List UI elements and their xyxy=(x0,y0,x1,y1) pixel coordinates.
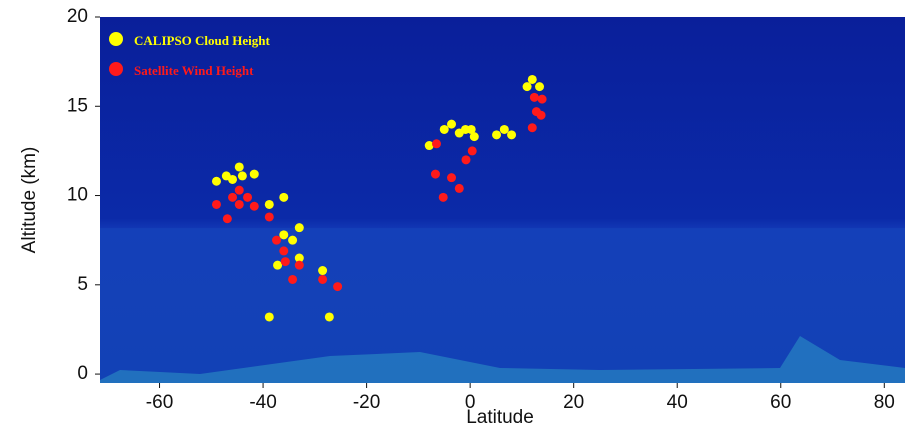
lower-layer xyxy=(100,228,905,383)
data-point xyxy=(467,146,477,156)
x-tick-label: -60 xyxy=(146,392,173,413)
data-point xyxy=(228,174,238,184)
data-point xyxy=(294,260,304,270)
x-tick-label: 0 xyxy=(465,392,476,413)
x-tick-label: -40 xyxy=(249,392,276,413)
x-tick-label: 20 xyxy=(563,392,584,413)
data-point xyxy=(273,260,283,270)
y-tick-label: 0 xyxy=(77,363,88,384)
legend-marker xyxy=(109,62,123,76)
data-point xyxy=(237,171,247,181)
data-point xyxy=(228,192,238,202)
data-point xyxy=(318,266,328,276)
data-point xyxy=(466,124,476,134)
data-point xyxy=(234,162,244,172)
y-tick-label: 5 xyxy=(77,274,88,295)
data-point xyxy=(529,92,539,102)
data-point xyxy=(499,124,509,134)
data-point xyxy=(288,235,298,245)
data-point xyxy=(454,183,464,193)
data-point xyxy=(249,169,259,179)
data-point xyxy=(492,130,502,140)
data-point xyxy=(234,185,244,195)
data-point xyxy=(447,173,457,183)
data-point xyxy=(264,199,274,209)
data-point xyxy=(527,74,537,84)
data-point xyxy=(279,246,289,256)
data-point xyxy=(243,192,253,202)
data-point xyxy=(280,257,290,267)
data-point xyxy=(211,199,221,209)
data-point xyxy=(430,169,440,179)
data-point xyxy=(234,199,244,209)
x-tick-label: 80 xyxy=(874,392,895,413)
legend-label: Satellite Wind Height xyxy=(134,63,254,78)
y-tick-label: 10 xyxy=(67,185,88,206)
data-point xyxy=(424,141,434,151)
surface-return xyxy=(100,336,905,383)
data-point xyxy=(222,214,232,224)
data-point xyxy=(537,94,547,104)
data-point xyxy=(461,155,471,165)
data-point xyxy=(536,110,546,120)
data-point xyxy=(438,192,448,202)
data-point xyxy=(264,212,274,222)
y-tick-label: 20 xyxy=(67,6,88,27)
data-point xyxy=(279,230,289,240)
x-tick-label: 60 xyxy=(770,392,791,413)
data-point xyxy=(522,82,532,92)
x-tick-label: -20 xyxy=(353,392,380,413)
x-axis-label: Latitude xyxy=(466,407,534,428)
x-tick-label: 40 xyxy=(667,392,688,413)
data-point xyxy=(439,124,449,134)
data-point xyxy=(535,82,545,92)
data-point xyxy=(294,223,304,233)
data-point xyxy=(469,132,479,142)
y-axis-label: Altitude (km) xyxy=(19,147,40,254)
data-point xyxy=(333,282,343,292)
y-tick-label: 15 xyxy=(67,95,88,116)
data-point xyxy=(249,201,259,211)
data-point xyxy=(264,312,274,322)
data-point xyxy=(527,123,537,133)
data-point xyxy=(447,119,457,129)
data-point xyxy=(272,235,282,245)
data-point xyxy=(324,312,334,322)
data-point xyxy=(294,253,304,263)
data-point xyxy=(288,274,298,284)
data-point xyxy=(507,130,517,140)
data-point xyxy=(279,192,289,202)
legend-label: CALIPSO Cloud Height xyxy=(134,33,270,48)
legend-marker xyxy=(109,32,123,46)
data-point xyxy=(431,139,441,149)
data-point xyxy=(318,274,328,284)
data-point xyxy=(211,176,221,186)
